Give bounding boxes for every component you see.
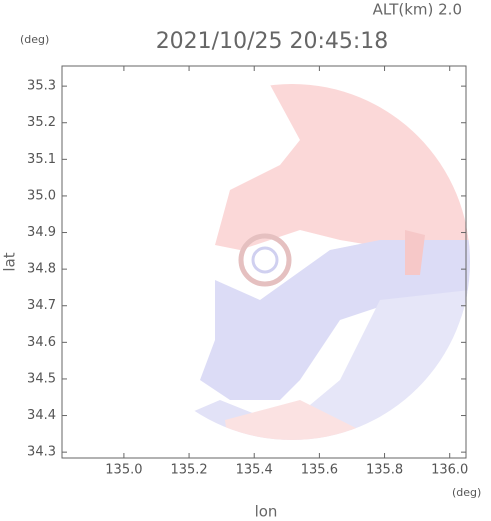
x-tick-label: 136.0 xyxy=(431,463,468,478)
y-tick-label: 34.4 xyxy=(27,408,56,423)
y-tick-label: 35.2 xyxy=(27,115,56,130)
y-tick-label: 35.1 xyxy=(27,152,56,167)
y-tick-label: 34.7 xyxy=(27,298,56,313)
x-tick-label: 135.2 xyxy=(170,463,207,478)
y-tick-label: 34.6 xyxy=(27,335,56,350)
x-tick-label: 135.0 xyxy=(105,463,142,478)
x-tick-label: 135.8 xyxy=(366,463,403,478)
y-tick-label: 34.5 xyxy=(27,371,56,386)
chart-title: 2021/10/25 20:45:18 xyxy=(156,29,389,54)
x-unit: (deg) xyxy=(452,486,481,499)
y-tick-label: 34.3 xyxy=(27,445,56,460)
altitude: ALT(km) 2.0 xyxy=(373,1,462,19)
y-tick-label: 34.9 xyxy=(27,225,56,240)
y-tick-label: 35.0 xyxy=(27,188,56,203)
y-axis-label: lat xyxy=(1,252,19,271)
plot-frame xyxy=(61,65,467,459)
x-axis-label: lon xyxy=(255,503,278,521)
y-tick-label: 34.8 xyxy=(27,262,56,277)
y-tick-label: 35.3 xyxy=(27,79,56,94)
y-unit: (deg) xyxy=(20,33,49,46)
radar-field xyxy=(150,84,470,440)
x-tick-label: 135.6 xyxy=(301,463,338,478)
x-tick-label: 135.4 xyxy=(236,463,273,478)
